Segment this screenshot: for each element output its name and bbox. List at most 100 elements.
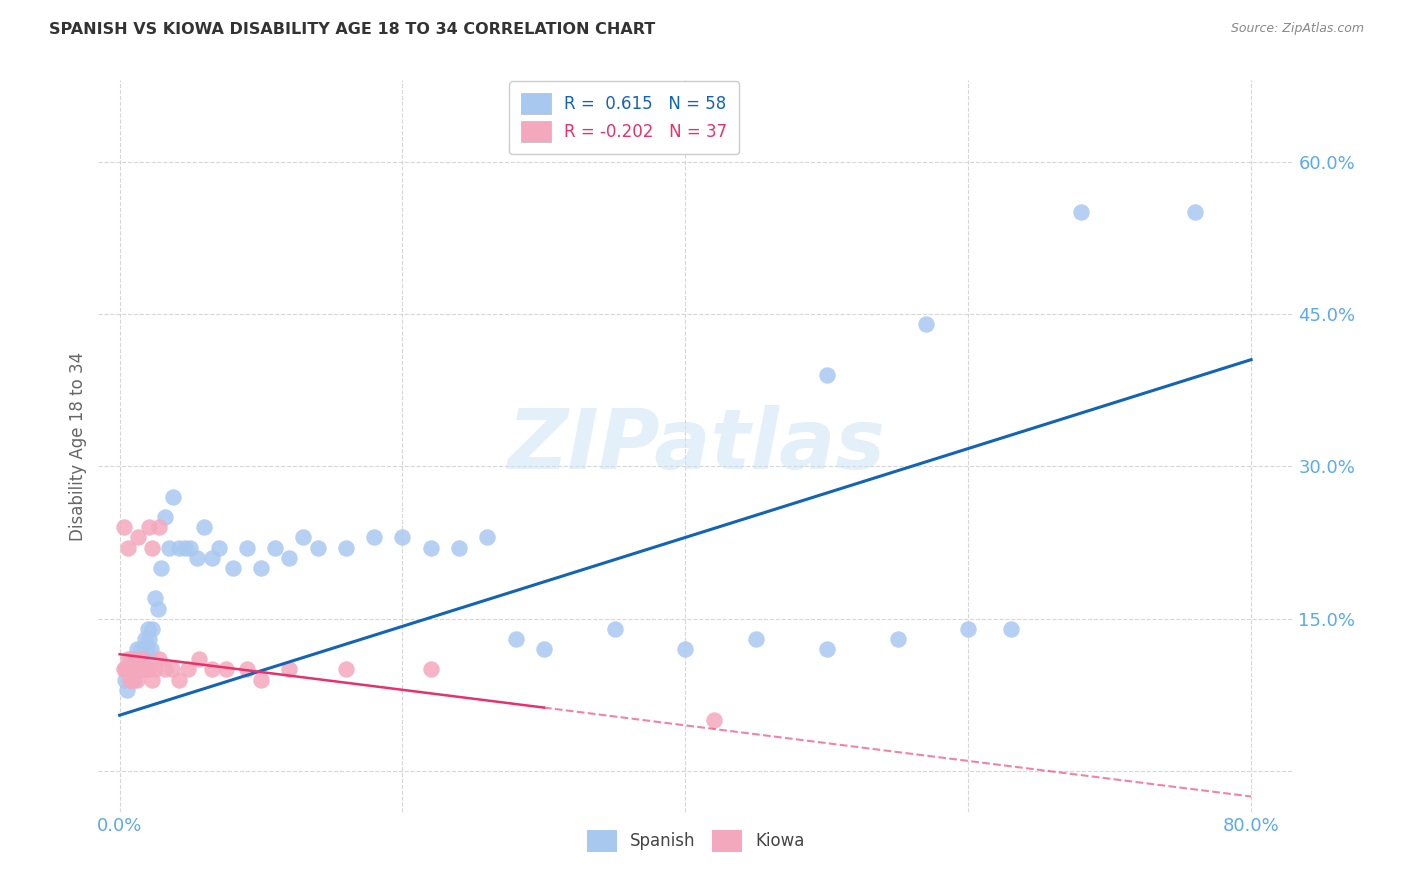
Point <box>128 663 150 677</box>
Point <box>363 530 385 544</box>
Point <box>703 714 725 728</box>
Point <box>208 541 231 555</box>
Point <box>307 541 329 555</box>
Point <box>200 663 222 677</box>
Point <box>335 541 357 555</box>
Point <box>250 673 273 687</box>
Point <box>222 561 245 575</box>
Point <box>167 673 190 687</box>
Text: SPANISH VS KIOWA DISABILITY AGE 18 TO 34 CORRELATION CHART: SPANISH VS KIOWA DISABILITY AGE 18 TO 34… <box>49 22 655 37</box>
Point <box>124 663 146 677</box>
Point <box>505 632 527 646</box>
Point <box>138 632 160 646</box>
Point <box>477 530 499 544</box>
Point <box>117 652 139 666</box>
Point <box>112 520 135 534</box>
Point <box>129 642 152 657</box>
Point <box>745 632 768 646</box>
Point <box>112 663 135 677</box>
Point <box>141 541 163 555</box>
Point <box>127 530 149 544</box>
Point <box>236 663 259 677</box>
Point <box>120 673 142 687</box>
Point <box>419 541 441 555</box>
Point <box>449 541 471 555</box>
Point <box>162 490 184 504</box>
Point <box>278 550 301 565</box>
Point <box>153 510 176 524</box>
Point <box>114 673 136 687</box>
Point <box>135 642 157 657</box>
Point <box>176 663 198 677</box>
Point <box>132 663 155 677</box>
Point <box>914 317 936 331</box>
Point <box>200 550 222 565</box>
Point <box>131 652 153 666</box>
Point <box>292 530 315 544</box>
Point <box>193 520 215 534</box>
Point <box>134 632 156 646</box>
Point <box>146 601 169 615</box>
Point <box>124 663 146 677</box>
Point <box>173 541 195 555</box>
Point <box>957 622 980 636</box>
Point <box>122 652 145 666</box>
Point <box>143 663 166 677</box>
Point <box>1184 205 1206 219</box>
Point <box>117 663 139 677</box>
Point <box>121 663 143 677</box>
Point <box>131 663 153 677</box>
Point <box>118 673 141 687</box>
Point <box>1070 205 1092 219</box>
Point <box>187 652 209 666</box>
Point <box>118 663 141 677</box>
Point <box>179 541 201 555</box>
Text: ZIPatlas: ZIPatlas <box>508 406 884 486</box>
Point <box>148 520 170 534</box>
Point <box>141 673 163 687</box>
Point <box>121 663 143 677</box>
Point <box>391 530 413 544</box>
Point <box>167 541 190 555</box>
Point <box>125 673 148 687</box>
Point <box>120 663 142 677</box>
Point <box>114 663 136 677</box>
Point <box>815 642 838 657</box>
Text: Source: ZipAtlas.com: Source: ZipAtlas.com <box>1230 22 1364 36</box>
Point <box>160 663 183 677</box>
Point <box>149 561 172 575</box>
Point <box>250 561 273 575</box>
Point <box>125 642 148 657</box>
Point <box>186 550 208 565</box>
Point <box>139 642 162 657</box>
Point <box>138 520 160 534</box>
Point <box>118 673 141 687</box>
Point <box>419 663 441 677</box>
Point <box>122 652 145 666</box>
Point <box>115 682 138 697</box>
Point <box>121 673 143 687</box>
Point <box>128 652 150 666</box>
Point <box>278 663 301 677</box>
Point <box>122 673 145 687</box>
Point <box>148 652 170 666</box>
Point <box>115 663 138 677</box>
Point <box>141 622 163 636</box>
Point <box>153 663 176 677</box>
Point <box>136 622 159 636</box>
Point <box>673 642 696 657</box>
Point <box>117 541 139 555</box>
Point <box>157 541 180 555</box>
Point <box>135 663 157 677</box>
Point <box>127 663 149 677</box>
Point <box>215 663 238 677</box>
Point <box>129 663 152 677</box>
Point <box>886 632 908 646</box>
Point <box>264 541 287 555</box>
Point <box>138 663 160 677</box>
Point <box>132 652 155 666</box>
Point <box>335 663 357 677</box>
Legend: Spanish, Kiowa: Spanish, Kiowa <box>581 823 811 858</box>
Y-axis label: Disability Age 18 to 34: Disability Age 18 to 34 <box>69 351 87 541</box>
Point <box>603 622 626 636</box>
